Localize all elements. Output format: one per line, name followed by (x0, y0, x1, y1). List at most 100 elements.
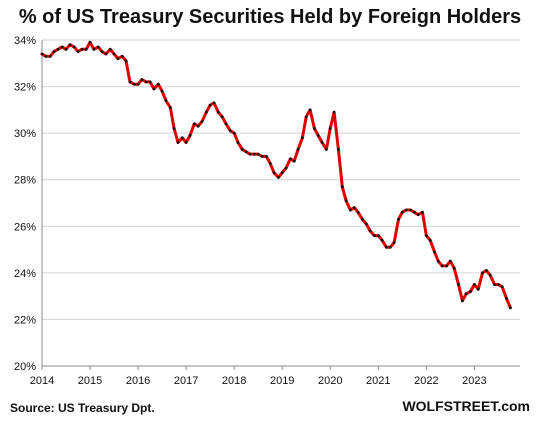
data-point (280, 171, 284, 175)
data-point (60, 45, 64, 49)
x-tick-label: 2017 (174, 375, 198, 387)
data-point (464, 292, 468, 296)
data-point (337, 148, 340, 151)
data-point (385, 245, 388, 249)
data-point (433, 250, 436, 254)
data-point (476, 287, 480, 291)
data-point (232, 131, 236, 135)
data-point (361, 217, 364, 221)
data-point (292, 159, 296, 163)
data-point (48, 54, 52, 58)
data-point (160, 89, 164, 93)
data-point (404, 208, 408, 212)
data-point (76, 50, 80, 53)
data-point (112, 52, 116, 56)
data-point (289, 157, 292, 161)
data-point (208, 103, 212, 107)
data-point (304, 115, 308, 119)
data-point (204, 110, 208, 114)
x-tick-label: 2022 (414, 375, 438, 387)
data-point (168, 106, 172, 109)
data-point (136, 82, 140, 86)
y-tick-label: 26% (14, 221, 36, 233)
data-points (40, 40, 512, 310)
data-point (116, 57, 120, 60)
data-point (44, 54, 48, 58)
data-point (440, 264, 444, 268)
data-point (349, 208, 352, 212)
series-line (40, 40, 512, 310)
data-series (40, 40, 512, 310)
data-point (277, 176, 280, 179)
data-point (80, 47, 84, 51)
data-point (416, 213, 420, 217)
data-point (240, 148, 244, 151)
data-point (340, 185, 344, 189)
data-point (488, 273, 492, 277)
data-point (88, 40, 92, 44)
data-point (284, 166, 288, 170)
data-point (212, 101, 216, 105)
data-point (68, 43, 72, 47)
x-tick-label: 2018 (222, 375, 246, 387)
data-point (308, 108, 312, 112)
data-point (176, 141, 180, 144)
data-point (40, 52, 44, 56)
data-point (328, 127, 332, 130)
data-point (184, 141, 188, 144)
data-point (469, 290, 472, 293)
data-point (364, 222, 368, 226)
data-point (120, 54, 124, 58)
x-tick-label: 2016 (126, 375, 150, 387)
data-point (52, 50, 56, 53)
data-point (96, 45, 100, 49)
data-point (457, 283, 460, 286)
y-tick-label: 30% (14, 128, 36, 140)
data-point (268, 162, 272, 165)
data-point (452, 266, 456, 270)
data-point (140, 78, 144, 81)
data-point (316, 134, 320, 137)
data-point (497, 283, 500, 286)
data-point (188, 134, 192, 137)
data-point (388, 245, 392, 249)
data-point (332, 110, 336, 114)
data-point (500, 285, 504, 289)
data-point (356, 210, 360, 214)
y-tick-label: 24% (14, 268, 36, 280)
x-axis-tick-labels: 2014 2015 2016 2017 2018 2019 2020 2021 2022 2023 (30, 375, 487, 387)
data-point (424, 234, 428, 238)
x-tick-label: 2014 (30, 375, 54, 387)
y-tick-label: 32% (14, 82, 36, 94)
data-point (392, 241, 396, 245)
y-axis-tick-labels: 20% 22% 24% 26% 28% 30% 32% 34% (14, 35, 36, 373)
data-point (224, 122, 228, 126)
data-point (421, 210, 424, 214)
data-point (200, 120, 204, 123)
data-point (104, 52, 108, 56)
data-point (244, 150, 248, 154)
data-point (100, 50, 104, 53)
data-point (473, 283, 476, 286)
data-point (409, 208, 412, 212)
data-point (320, 141, 324, 144)
data-point (164, 99, 168, 102)
x-tick-label: 2021 (366, 375, 390, 387)
data-point (228, 129, 232, 133)
data-point (264, 155, 268, 158)
data-point (144, 80, 148, 84)
y-tick-label: 22% (14, 314, 36, 326)
data-point (400, 210, 404, 214)
data-point (376, 234, 380, 238)
data-point (436, 259, 440, 263)
data-point (301, 136, 304, 140)
data-point (448, 259, 452, 263)
data-point (56, 47, 60, 51)
x-tick-label: 2020 (318, 375, 342, 387)
data-point (252, 152, 256, 156)
data-point (172, 127, 176, 130)
data-point (256, 152, 260, 156)
data-point (220, 115, 224, 119)
data-point (373, 234, 376, 238)
